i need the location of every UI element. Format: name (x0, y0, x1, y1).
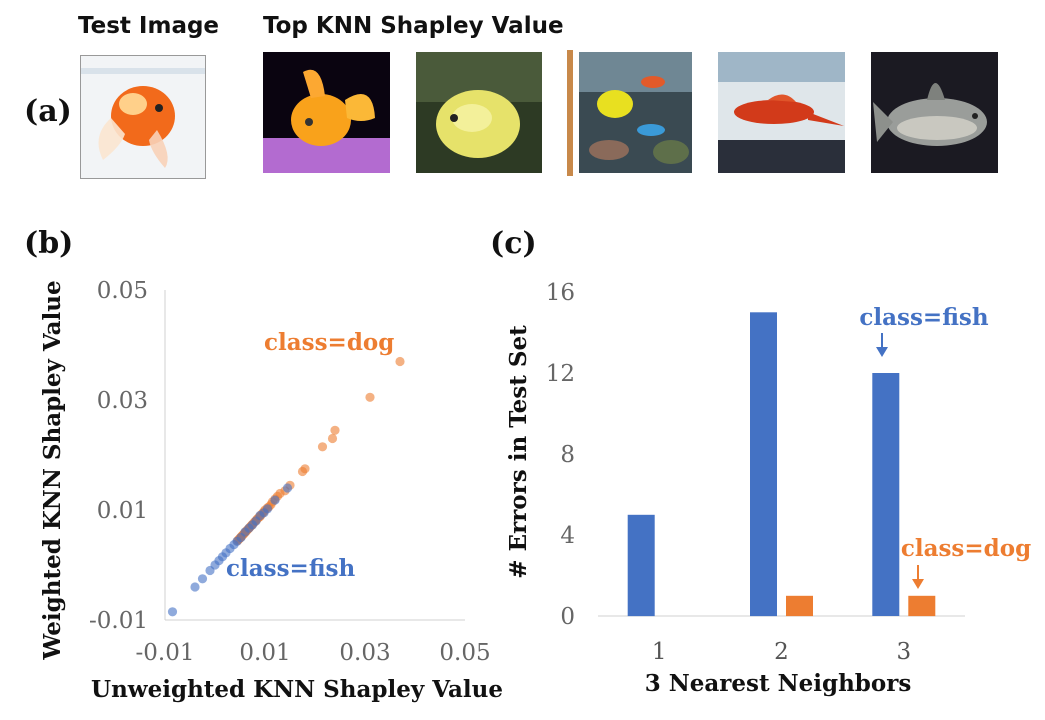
scatter-point-fish (167, 607, 178, 617)
bar-orange (786, 595, 813, 617)
scatter-y-tick-label: 0.03 (97, 388, 148, 414)
bar-x-axis-label: 3 Nearest Neighbors (645, 670, 912, 697)
neighbor-red-swordtail-image (718, 52, 845, 173)
scatter-y-tick-label: 0.05 (97, 278, 148, 304)
neighbor-grey-fish-image (871, 52, 998, 173)
bar-blue (627, 514, 655, 617)
scatter-point-fish (205, 565, 215, 576)
bar-y-axis-label: # Errors in Test Set (505, 325, 532, 579)
top-knn-header: Top KNN Shapley Value (263, 13, 564, 39)
bar-blue (872, 373, 900, 616)
bar-x-tick-label: 3 (897, 639, 912, 665)
scatter-y-axis-label: Weighted KNN Shapley Value (39, 280, 66, 660)
image-separator (567, 50, 573, 176)
scatter-point-fish (197, 574, 208, 584)
scatter-dog-annotation: class=dog (264, 329, 394, 356)
scatter-fish-annotation: class=fish (226, 555, 355, 582)
bar-y-tick-label: 0 (560, 604, 575, 630)
bar-x-tick-label: 2 (774, 639, 789, 665)
scatter-point-dog (330, 425, 340, 435)
scatter-point-fish (270, 495, 280, 505)
scatter-point-dog (297, 466, 308, 477)
neighbor-reef-fish-image (579, 52, 692, 173)
scatter-x-tick-label: 0.03 (339, 640, 390, 666)
scatter-point-dog (317, 442, 328, 452)
test-image-header: Test Image (78, 13, 220, 39)
neighbor-orange-fish-image (263, 52, 390, 173)
test-goldfish-image (80, 55, 206, 179)
neighbor-yellow-boxfish-image (416, 52, 542, 173)
scatter-x-axis-label: Unweighted KNN Shapley Value (91, 676, 503, 703)
scatter-point-dog (395, 356, 405, 367)
bar-y-tick-label: 16 (546, 280, 575, 306)
scatter-x-tick-label: 0.05 (439, 640, 490, 666)
scatter-x-tick-label: -0.01 (136, 640, 195, 666)
panel-b-label: (b) (24, 226, 74, 261)
bar-dog-arrowhead (912, 579, 924, 589)
scatter-point-dog (327, 433, 338, 444)
bar-dog-annotation: class=dog (901, 535, 1031, 562)
bar-y-tick-label: 8 (560, 442, 575, 468)
scatter-y-tick-label: -0.01 (89, 608, 148, 634)
scatter-point-fish (282, 483, 293, 493)
bar-fish-annotation: class=fish (859, 304, 988, 331)
bar-fish-arrowhead (876, 347, 888, 357)
scatter-point-dog (365, 392, 375, 402)
panel-c-label: (c) (490, 226, 537, 261)
bar-y-tick-label: 4 (560, 523, 575, 549)
scatter-point-fish (190, 582, 200, 592)
bar-y-tick-label: 12 (546, 361, 575, 387)
bar-x-tick-label: 1 (652, 639, 667, 665)
scatter-y-tick-label: 0.01 (97, 498, 148, 524)
bar-blue (750, 312, 777, 617)
bar-orange (908, 595, 936, 617)
panel-a-label: (a) (24, 94, 72, 129)
scatter-x-tick-label: 0.01 (239, 640, 290, 666)
